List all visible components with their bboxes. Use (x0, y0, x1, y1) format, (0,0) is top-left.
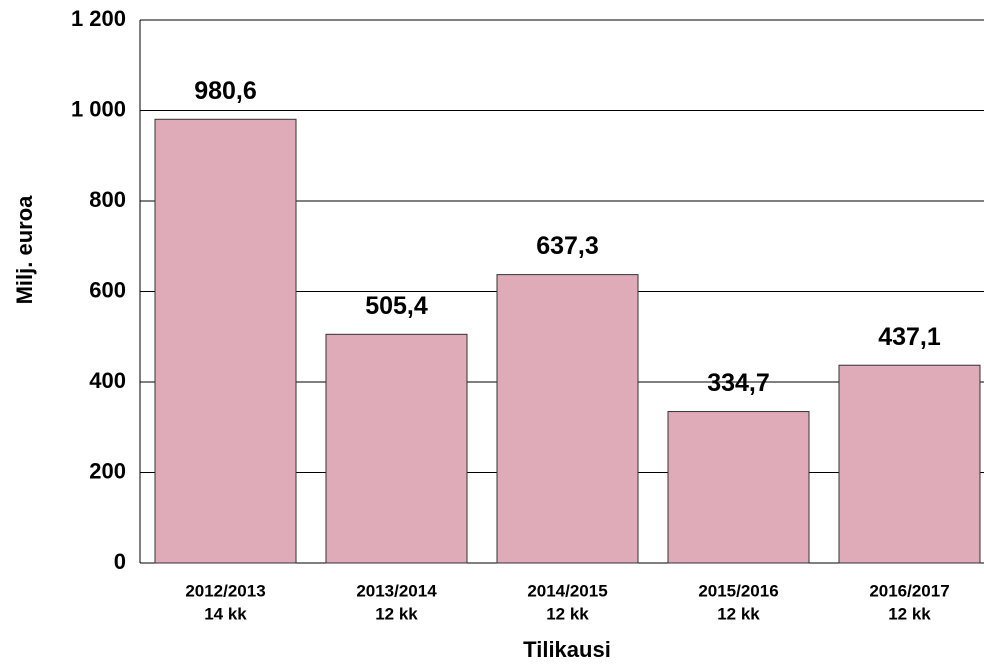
x-tick-label: 12 kk (888, 604, 931, 623)
y-tick-label: 1 200 (71, 6, 126, 31)
y-tick-label: 600 (89, 277, 126, 302)
y-tick-label: 200 (89, 458, 126, 483)
value-label: 505,4 (365, 292, 428, 320)
x-tick-label: 2015/2016 (698, 581, 778, 600)
x-tick-label: 2012/2013 (185, 581, 265, 600)
y-axis-title: Milj. euroa (12, 195, 37, 305)
y-tick-label: 0 (114, 549, 126, 574)
x-tick-label: 2013/2014 (356, 581, 437, 600)
x-tick-label: 12 kk (546, 604, 589, 623)
value-label: 334,7 (707, 369, 770, 397)
bar (496, 274, 639, 564)
y-tick-label: 400 (89, 368, 126, 393)
y-tick-label: 800 (89, 187, 126, 212)
x-tick-label: 12 kk (375, 604, 418, 623)
bar (325, 333, 468, 564)
x-tick-label: 2016/2017 (869, 581, 949, 600)
x-tick-label: 2014/2015 (527, 581, 607, 600)
x-axis-title: Tilikausi (523, 637, 611, 662)
x-tick-label: 12 kk (717, 604, 760, 623)
value-label: 980,6 (194, 77, 257, 105)
bar (667, 411, 810, 564)
value-label: 637,3 (536, 232, 599, 260)
x-tick-label: 14 kk (204, 604, 247, 623)
bar (838, 364, 981, 564)
value-label: 437,1 (878, 323, 941, 351)
y-tick-label: 1 000 (71, 96, 126, 121)
bar (154, 118, 297, 564)
